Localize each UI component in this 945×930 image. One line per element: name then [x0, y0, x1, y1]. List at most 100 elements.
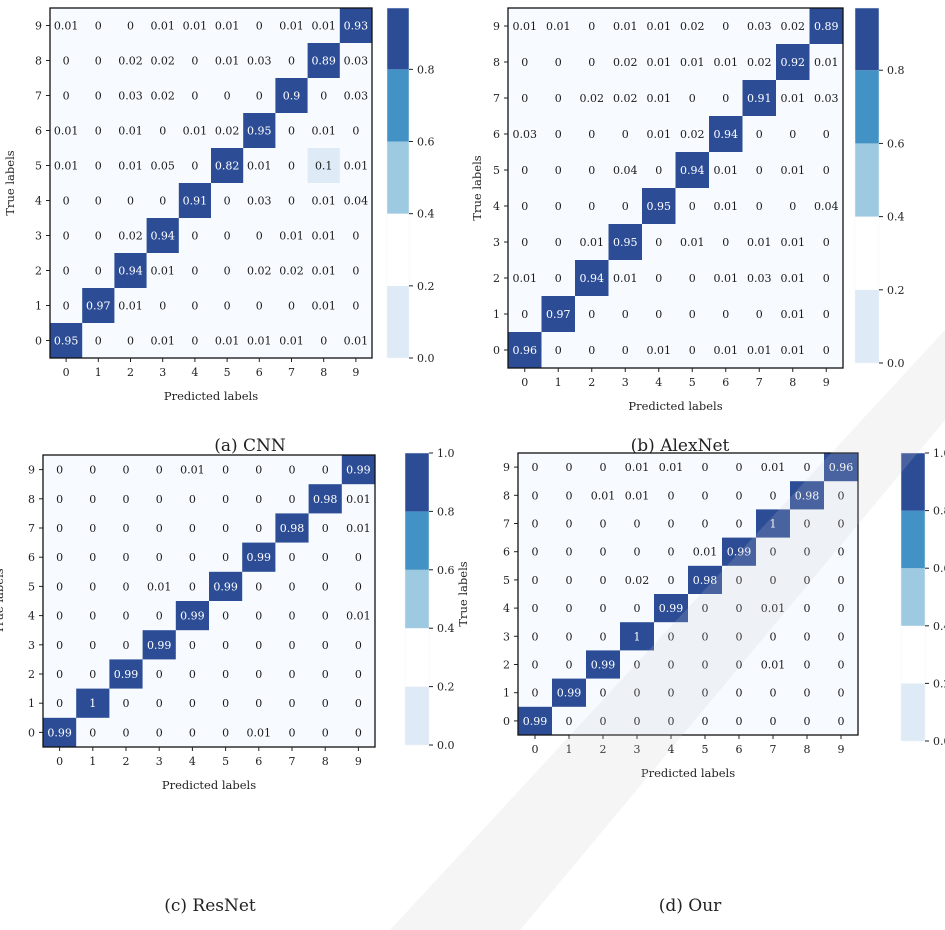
- cell-value: 0: [532, 687, 539, 700]
- cell-value: 0: [95, 195, 102, 208]
- x-tick-label: 9: [823, 376, 830, 389]
- heatmap-cell: [242, 542, 276, 573]
- cell-value: 0: [566, 602, 573, 615]
- heatmap-cell: [76, 717, 110, 748]
- y-tick-label: 7: [28, 522, 35, 535]
- cell-value: 0: [600, 574, 607, 587]
- cell-value: 0.01: [591, 489, 616, 502]
- y-tick-label: 6: [28, 551, 35, 564]
- cell-value: 0: [63, 90, 70, 103]
- cell-value: 0: [804, 630, 811, 643]
- x-tick-label: 3: [622, 376, 629, 389]
- heatmap-cell: [178, 78, 212, 114]
- heatmap-cell: [82, 78, 115, 114]
- cell-value: 0: [127, 20, 134, 33]
- heatmap-cell: [142, 455, 177, 485]
- cell-value: 0.94: [150, 230, 175, 243]
- heatmap-cell: [552, 594, 587, 623]
- cell-value: 0.94: [118, 265, 143, 278]
- cell-value: 0: [702, 461, 709, 474]
- cell-value: 0.01: [54, 20, 79, 33]
- heatmap-cell: [809, 44, 844, 81]
- heatmap-cell: [709, 152, 743, 189]
- cell-value: 0: [600, 546, 607, 559]
- cell-value: 0: [89, 464, 96, 477]
- cell-value: 0.03: [344, 90, 369, 103]
- cell-value: 0: [622, 128, 629, 141]
- heatmap-cell: [242, 601, 276, 631]
- heatmap-cell: [178, 218, 212, 254]
- heatmap-cell: [242, 513, 276, 543]
- heatmap-cell: [50, 43, 83, 79]
- cell-value: 0: [95, 20, 102, 33]
- y-tick-label: 9: [493, 20, 500, 33]
- y-tick-label: 7: [503, 518, 510, 531]
- cell-value: 0.99: [591, 659, 616, 672]
- cell-value: 0: [189, 697, 196, 710]
- heatmap-cell: [209, 601, 243, 631]
- heatmap-cell: [142, 571, 177, 602]
- cell-value: 0: [352, 300, 359, 313]
- cell-value: 0: [668, 518, 675, 531]
- heatmap-cell: [146, 78, 180, 114]
- heatmap-cell: [756, 650, 791, 679]
- heatmap-cell: [146, 218, 180, 254]
- heatmap-cell: [76, 542, 110, 573]
- heatmap-cell: [824, 565, 859, 595]
- plot-frame: [517, 452, 859, 736]
- heatmap-cell: [790, 678, 825, 708]
- heatmap-cell: [307, 148, 341, 184]
- cell-value: 0.02: [580, 92, 605, 105]
- cell-value: 0: [634, 546, 641, 559]
- heatmap-cell: [552, 706, 587, 736]
- colorbar-frame: [854, 7, 880, 364]
- colorbar-tick-label: 0.6: [437, 564, 455, 577]
- cell-value: 0.01: [183, 20, 208, 33]
- x-tick-label: 0: [521, 376, 528, 389]
- heatmap-cell: [608, 44, 643, 81]
- colorbar-tick-label: 0.4: [933, 620, 945, 633]
- cell-value: 0: [191, 335, 198, 348]
- heatmap-cell: [82, 113, 115, 149]
- cell-value: 0: [224, 230, 231, 243]
- cell-value: 0: [289, 551, 296, 564]
- cell-value: 0: [352, 125, 359, 138]
- colorbar-band: [901, 453, 925, 511]
- cell-value: 0: [532, 461, 539, 474]
- cell-value: 0.01: [693, 546, 718, 559]
- heatmap-cell: [608, 152, 643, 189]
- cell-value: 0: [355, 697, 362, 710]
- cell-value: 0: [289, 464, 296, 477]
- cell-value: 0: [95, 55, 102, 68]
- cell-value: 0.98: [313, 493, 338, 506]
- heatmap-cell: [790, 481, 825, 510]
- cell-value: 0.89: [311, 55, 336, 68]
- heatmap-cell: [742, 260, 777, 297]
- cell-value: 0: [123, 464, 130, 477]
- heatmap-cell: [339, 323, 373, 359]
- cell-value: 0: [156, 668, 163, 681]
- cell-value: 0: [838, 546, 845, 559]
- heatmap-cell: [790, 622, 825, 651]
- cell-value: 0: [600, 687, 607, 700]
- heatmap-cell: [243, 43, 276, 79]
- cell-value: 0: [668, 630, 675, 643]
- colorbar-band: [405, 569, 429, 629]
- heatmap-cell: [211, 113, 244, 149]
- heatmap-cell: [339, 253, 373, 289]
- colorbar-band: [387, 285, 409, 358]
- cell-value: 0: [156, 551, 163, 564]
- cell-value: 0: [63, 265, 70, 278]
- cell-value: 0: [320, 90, 327, 103]
- y-axis-label: True labels: [3, 150, 17, 215]
- heatmap-cell: [308, 717, 343, 748]
- cell-value: 0.02: [118, 55, 143, 68]
- heatmap-cell: [642, 332, 676, 369]
- y-tick-label: 1: [35, 300, 42, 313]
- x-axis-label: Predicted labels: [628, 399, 722, 413]
- cell-value: 0: [289, 668, 296, 681]
- y-axis-label: True labels: [0, 568, 6, 633]
- cell-value: 0: [634, 659, 641, 672]
- cell-value: 0: [655, 164, 662, 177]
- heatmap-cell: [552, 650, 587, 679]
